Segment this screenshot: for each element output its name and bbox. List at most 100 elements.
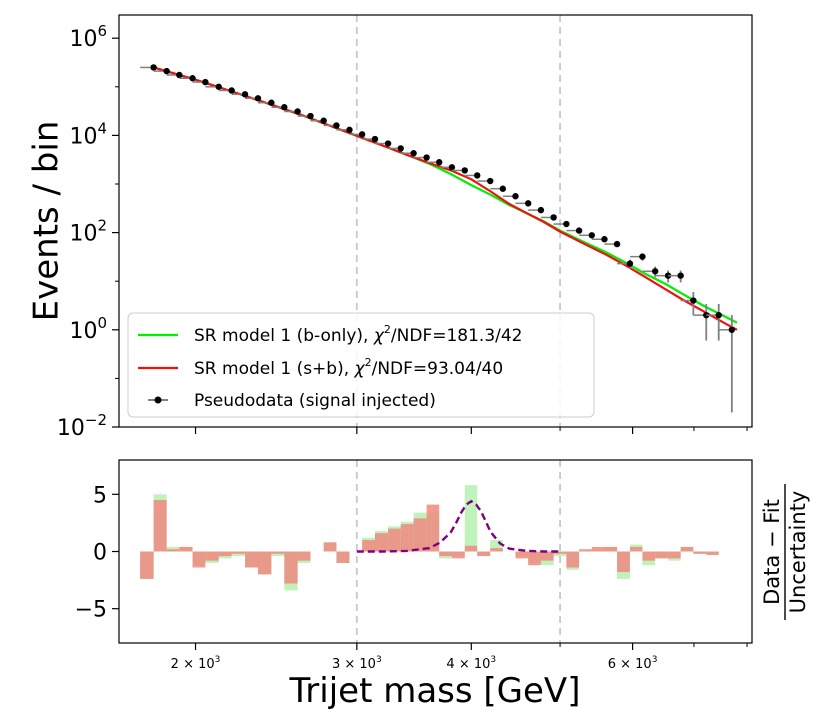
residual-bar-s-plus-b (413, 518, 427, 552)
data-point (423, 154, 430, 161)
ratio-y-ticks: 5 0 −5 (75, 483, 119, 623)
legend-box (127, 312, 595, 418)
main-x-ticks (194, 427, 748, 434)
residual-bar-s-plus-b (515, 551, 529, 559)
data-point (677, 272, 684, 279)
data-point (563, 220, 570, 228)
residual-bar-s-plus-b (477, 551, 491, 557)
data-point (254, 95, 262, 102)
ratio-y-tick-label: 5 (93, 483, 107, 508)
residual-bar-s-plus-b (257, 551, 272, 575)
main-y-tick-label: 10−2 (57, 411, 107, 441)
main-y-tick-label: 100 (69, 314, 107, 344)
ratio-x-ticks: 2 × 103 3 × 103 4 × 103 6 × 103 (171, 643, 748, 672)
ratio-x-tick-label: 2 × 103 (171, 655, 221, 672)
ratio-y-tick-label: 0 (93, 541, 107, 566)
data-point (397, 145, 404, 152)
data-point (346, 126, 353, 134)
residual-bar-s-plus-b (192, 551, 206, 568)
residual-bar-s-plus-b (140, 551, 154, 579)
residual-bar-s-plus-b (245, 551, 258, 568)
data-point (537, 206, 545, 214)
data-point (575, 227, 583, 234)
residual-bar-s-plus-b (297, 551, 311, 561)
residual-bar-s-plus-b (490, 548, 503, 552)
residual-bar-s-plus-b (323, 542, 337, 552)
ratio-panel: 5 0 −5 2 × 103 3 × 103 4 × 103 6 × 103 Trijet… (75, 459, 810, 711)
residual-bar-s-plus-b (629, 546, 643, 552)
data-point (461, 167, 468, 174)
data-point (588, 232, 595, 239)
main-y-tick-label: 102 (69, 217, 107, 247)
residual-bar-s-plus-b (166, 549, 180, 552)
residual-bar-s-plus-b (374, 533, 389, 552)
data-point (358, 131, 366, 138)
residual-bar-s-plus-b (231, 551, 246, 554)
residual-bar-s-plus-b (336, 551, 350, 563)
data-point (320, 117, 327, 124)
residual-bar-s-plus-b (218, 551, 232, 557)
data-point (436, 159, 443, 166)
data-point (728, 326, 736, 333)
data-point (715, 311, 722, 319)
data-point (550, 214, 557, 221)
data-point (448, 164, 456, 171)
data-point (639, 253, 646, 260)
legend: SR model 1 (b-only), χ2/NDF=181.3/42 SR … (127, 312, 595, 418)
residual-bar-s-plus-b (153, 500, 167, 552)
residual-bar-s-plus-b (693, 551, 707, 554)
data-point (202, 78, 209, 86)
residual-bar-s-plus-b (179, 546, 193, 552)
residual-bar-s-plus-b (668, 551, 681, 559)
main-vertical-lines (355, 15, 561, 427)
data-point (410, 150, 417, 157)
residual-bar-s-plus-b (439, 551, 452, 557)
data-point (371, 135, 379, 143)
residual-bar-s-plus-b (205, 551, 219, 561)
residual-bars-s-plus-b (140, 500, 719, 584)
data-point (690, 297, 697, 304)
signal-shape (356, 499, 561, 553)
data-point (487, 177, 494, 185)
data-point (524, 200, 532, 207)
ratio-vertical-lines (355, 460, 561, 643)
legend-label-b-only: SR model 1 (b-only), χ2/NDF=181.3/42 (194, 323, 523, 346)
data-point (384, 140, 392, 147)
residual-bar-s-plus-b (362, 540, 375, 552)
residual-bar-s-plus-b (426, 504, 440, 552)
data-point (333, 122, 340, 129)
data-point (307, 112, 314, 120)
x-axis-label: Trijet mass [GeV] (289, 671, 581, 711)
signal-shape-curve (356, 499, 561, 553)
residual-bar-s-plus-b (566, 551, 580, 568)
ratio-y-label-denominator: Uncertainty (786, 491, 810, 614)
residual-bar-s-plus-b (400, 524, 414, 552)
ratio-x-tick-label: 3 × 103 (332, 655, 382, 672)
data-point (474, 172, 481, 179)
data-point (189, 75, 196, 82)
residual-bar-s-plus-b (655, 551, 669, 559)
residual-bar-s-plus-b (464, 545, 478, 552)
data-point (268, 99, 275, 106)
data-point (281, 104, 288, 111)
data-point (163, 67, 170, 75)
main-panel: 106 104 102 100 10−2 Events / bin SR model 1… (27, 14, 753, 441)
data-point (613, 240, 621, 248)
residual-bar-s-plus-b (617, 551, 630, 573)
ratio-y-axis-label: Data − Fit Uncertainty (760, 484, 810, 620)
ratio-x-tick-label: 6 × 103 (608, 655, 658, 672)
residual-bar-s-plus-b (706, 551, 719, 555)
data-point (294, 108, 301, 115)
legend-label-s-plus-b: SR model 1 (s+b), χ2/NDF=93.04/40 (194, 356, 503, 379)
residual-bar-s-plus-b (451, 551, 465, 559)
ratio-y-label-numerator: Data − Fit (760, 499, 784, 605)
data-point (228, 87, 235, 94)
data-point (651, 268, 659, 275)
residual-bar-s-plus-b (604, 546, 618, 552)
data-point (626, 260, 634, 267)
data-point (215, 83, 222, 90)
residual-bar-s-plus-b (642, 551, 656, 561)
data-point (176, 71, 183, 79)
data-point (150, 64, 157, 71)
